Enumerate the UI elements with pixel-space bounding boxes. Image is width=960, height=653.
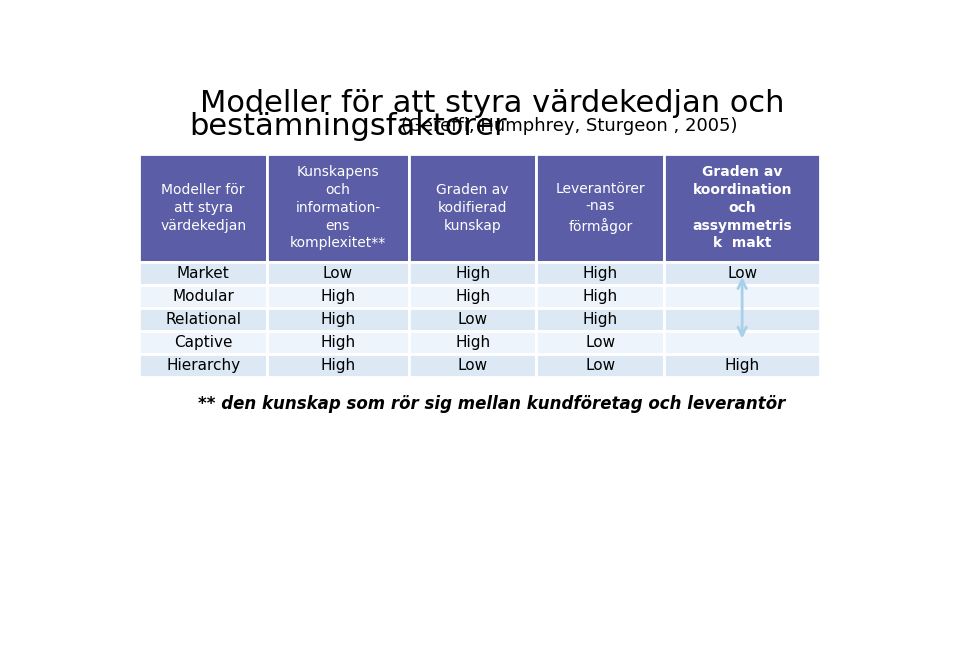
Bar [664, 154, 820, 262]
Bar [409, 308, 537, 331]
Text: bestämningsfaktorer: bestämningsfaktorer [190, 112, 508, 140]
Text: High: High [321, 358, 355, 373]
Text: High: High [455, 266, 491, 281]
Text: Low: Low [458, 358, 488, 373]
Bar [409, 331, 537, 354]
Bar [139, 354, 267, 377]
Bar [139, 285, 267, 308]
Bar [537, 354, 664, 377]
Text: High: High [583, 312, 618, 327]
Text: Modeller för
att styra
värdekedjan: Modeller för att styra värdekedjan [160, 183, 247, 232]
Text: High: High [455, 289, 491, 304]
Text: Low: Low [727, 266, 757, 281]
Text: Low: Low [586, 358, 615, 373]
Bar [409, 154, 537, 262]
Bar [267, 354, 409, 377]
Text: Low: Low [323, 266, 353, 281]
Text: Kunskapens
och
information-
ens
komplexitet**: Kunskapens och information- ens komplexi… [290, 165, 386, 250]
Text: High: High [583, 266, 618, 281]
Bar [664, 308, 820, 331]
Text: Graden av
koordination
och
assymmetris
k  makt: Graden av koordination och assymmetris k… [692, 165, 792, 250]
Bar [267, 331, 409, 354]
Text: High: High [321, 335, 355, 350]
Text: Captive: Captive [174, 335, 232, 350]
Text: High: High [455, 335, 491, 350]
Text: ** den kunskap som rör sig mellan kundföretag och leverantör: ** den kunskap som rör sig mellan kundfö… [199, 395, 785, 413]
Bar [664, 262, 820, 285]
Bar [409, 354, 537, 377]
Text: Modeller för att styra värdekedjan och: Modeller för att styra värdekedjan och [200, 89, 784, 118]
Bar [139, 331, 267, 354]
Bar [267, 285, 409, 308]
Bar [664, 354, 820, 377]
Bar [267, 154, 409, 262]
Bar [409, 262, 537, 285]
Text: Hierarchy: Hierarchy [166, 358, 240, 373]
Text: High: High [321, 289, 355, 304]
Text: (Gereffi, Humphrey, Sturgeon , 2005): (Gereffi, Humphrey, Sturgeon , 2005) [401, 117, 737, 135]
Text: High: High [583, 289, 618, 304]
Text: Graden av
kodifierad
kunskap: Graden av kodifierad kunskap [437, 183, 509, 232]
Text: Leverantörer
-nas
förmågor: Leverantörer -nas förmågor [556, 182, 645, 234]
Text: High: High [725, 358, 759, 373]
Bar [267, 308, 409, 331]
Bar [537, 262, 664, 285]
Text: Modular: Modular [172, 289, 234, 304]
Bar [139, 308, 267, 331]
Text: Relational: Relational [165, 312, 241, 327]
Text: High: High [321, 312, 355, 327]
Bar [664, 331, 820, 354]
Text: Low: Low [586, 335, 615, 350]
Bar [537, 308, 664, 331]
Bar [409, 285, 537, 308]
Bar [139, 154, 267, 262]
Bar [267, 262, 409, 285]
Bar [537, 154, 664, 262]
Bar [139, 262, 267, 285]
Text: Low: Low [458, 312, 488, 327]
Bar [537, 331, 664, 354]
Text: Market: Market [177, 266, 229, 281]
Bar [664, 285, 820, 308]
Bar [537, 285, 664, 308]
